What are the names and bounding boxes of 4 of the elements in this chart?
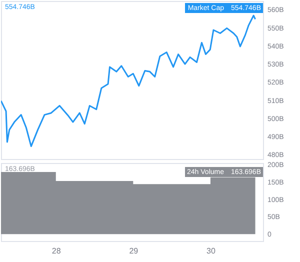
x-tick-label: 28 xyxy=(52,246,62,256)
line-series xyxy=(1,14,256,148)
x-tick-label: 29 xyxy=(129,246,139,256)
x-tick-label: 30 xyxy=(206,246,216,256)
